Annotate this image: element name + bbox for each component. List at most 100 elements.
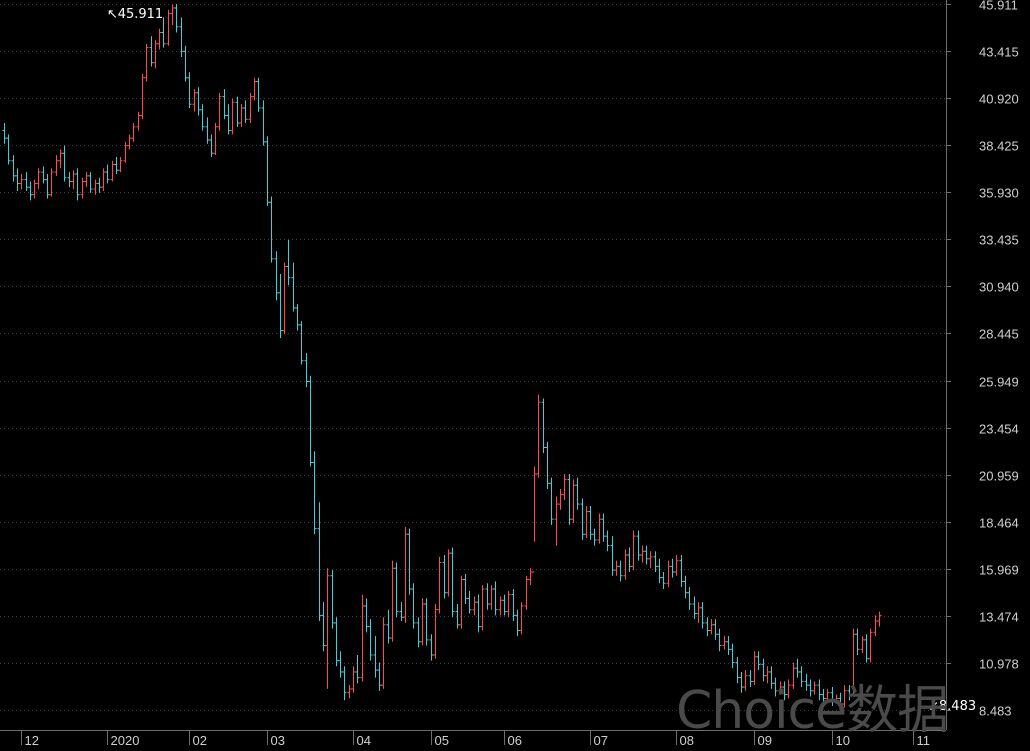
ohlc-bar: [597, 513, 602, 544]
ohlc-bar: [200, 104, 205, 131]
ohlc-bar: [761, 658, 766, 682]
ohlc-bar: [373, 636, 378, 678]
ohlc-bar: [541, 398, 546, 454]
ohlc-bar: [334, 617, 339, 667]
ohlc-bar: [769, 666, 774, 689]
ohlc-bar: [812, 681, 817, 695]
ohlc-bar: [692, 596, 697, 620]
ohlc-bar: [730, 643, 735, 669]
y-tick-label: 13.474: [979, 610, 1019, 625]
ohlc-bar: [528, 568, 533, 586]
ohlc-bar: [834, 694, 839, 705]
y-tick-label: 30.940: [979, 280, 1019, 295]
ohlc-bar: [196, 87, 201, 116]
ohlc-bar: [752, 651, 757, 686]
ohlc-bar: [174, 4, 179, 33]
ohlc-bar: [838, 692, 843, 710]
ohlc-bar: [821, 688, 826, 703]
ohlc-bar: [84, 172, 89, 188]
ohlc-bar: [243, 100, 248, 124]
ohlc-bar: [868, 628, 873, 663]
chart-grid: [0, 4, 946, 711]
ohlc-bar: [571, 479, 576, 523]
ohlc-bar: [855, 628, 860, 655]
ohlc-bar: [743, 670, 748, 691]
ohlc-bar: [278, 273, 283, 339]
ohlc-bar: [80, 177, 85, 199]
ohlc-bar: [851, 628, 856, 697]
ohlc-bar: [222, 89, 227, 120]
ohlc-bar: [713, 619, 718, 640]
ohlc-bar: [368, 619, 373, 661]
ohlc-bar: [670, 558, 675, 578]
ohlc-bar: [317, 502, 322, 622]
ohlc-bar: [213, 123, 218, 156]
ohlc-bar: [791, 662, 796, 689]
ohlc-bar: [515, 609, 520, 637]
ohlc-bar: [705, 617, 710, 637]
ohlc-bar: [679, 555, 684, 588]
ohlc-bar: [489, 585, 494, 610]
ohlc-bar: [502, 594, 507, 616]
ohlc-bar: [338, 651, 343, 678]
ohlc-bar: [575, 477, 580, 510]
ohlc-bar: [351, 666, 356, 693]
ohlc-bar: [360, 594, 365, 682]
ohlc-bar: [700, 602, 705, 629]
ohlc-bar: [433, 604, 438, 659]
ohlc-bar: [605, 530, 610, 552]
ohlc-bar: [524, 575, 529, 610]
ohlc-bar: [342, 666, 347, 701]
ohlc-bar: [321, 602, 326, 652]
ohlc-bar: [756, 651, 761, 671]
ohlc-bar: [166, 9, 171, 46]
ohlc-bar: [205, 117, 210, 144]
ohlc-bar: [799, 666, 804, 688]
ohlc-bar: [75, 168, 80, 201]
ohlc-bar: [472, 596, 477, 616]
ohlc-bar: [381, 617, 386, 689]
ohlc-bar: [877, 611, 882, 627]
x-tick-label: 2020: [111, 733, 140, 748]
x-tick-label: 12: [25, 733, 39, 748]
ohlc-bar: [269, 196, 274, 263]
x-tick-label: 10: [836, 733, 850, 748]
ohlc-bar: [614, 560, 619, 576]
ohlc-bar: [325, 568, 330, 689]
ohlc-bar: [554, 496, 559, 546]
x-axis: 12 2020 02 03 04 05 06 07 08 09 10 11: [21, 730, 930, 748]
x-tick-label: 09: [758, 733, 772, 748]
ohlc-bar: [420, 598, 425, 646]
ohlc-bar: [131, 123, 136, 142]
ohlc-bar: [653, 551, 658, 572]
ohlc-bar: [54, 155, 59, 176]
ohlc-bar: [2, 123, 7, 144]
y-tick-label: 45.911: [979, 0, 1018, 13]
ohlc-bar: [446, 549, 451, 597]
chart-annotations: ↖45.911 ↙8.483: [107, 7, 976, 714]
ohlc-bar: [390, 560, 395, 642]
ohlc-bar: [32, 179, 37, 199]
ohlc-bar: [399, 602, 404, 622]
ohlc-bar: [394, 562, 399, 618]
ohlc-bar: [286, 239, 291, 286]
ohlc-bar: [830, 687, 835, 706]
ohlc-bar: [24, 172, 29, 191]
ohlc-bar: [683, 575, 688, 599]
ohlc-bar: [778, 681, 783, 695]
ohlc-bar: [644, 545, 649, 565]
ohlc-bars: [2, 4, 882, 710]
ohlc-bar: [217, 92, 222, 131]
ohlc-bar: [696, 602, 701, 623]
ohlc-bar: [536, 394, 541, 478]
y-tick-label: 23.454: [979, 422, 1019, 437]
ohlc-bar: [312, 451, 317, 535]
ohlc-bar: [407, 528, 412, 595]
ohlc-bar: [28, 181, 33, 201]
ohlc-bar: [183, 45, 188, 82]
ohlc-bar: [549, 477, 554, 525]
ohlc-bar: [726, 636, 731, 655]
y-tick-label: 40.920: [979, 92, 1019, 107]
ohlc-bar: [19, 173, 24, 190]
ohlc-bar: [666, 560, 671, 588]
